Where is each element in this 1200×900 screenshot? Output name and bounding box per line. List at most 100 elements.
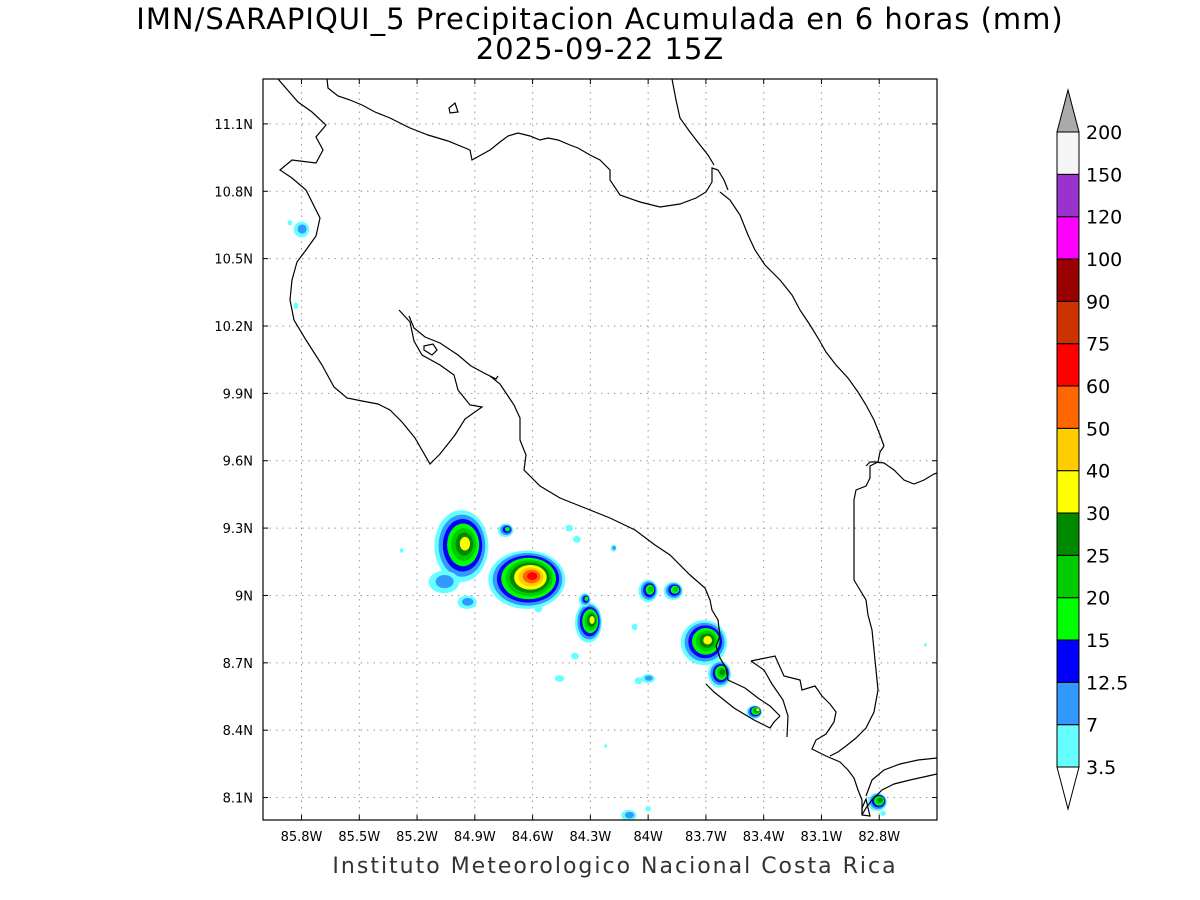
precip-cell	[634, 677, 643, 685]
x-tick-label: 83.4W	[743, 830, 785, 845]
coastline	[719, 191, 885, 447]
y-tick-label: 10.5N	[214, 253, 253, 268]
colorbar-label: 90	[1086, 291, 1110, 313]
colorbar-swatch	[1056, 173, 1080, 218]
precip-contour	[293, 302, 299, 310]
precip-cell	[574, 602, 602, 643]
precip-cell	[434, 510, 489, 582]
precip-contour	[534, 605, 543, 613]
precip-cell	[578, 593, 591, 607]
colorbar-swatch	[1056, 385, 1080, 429]
precip-contour	[571, 652, 579, 660]
precip-cell	[663, 581, 683, 600]
precip-contour	[631, 623, 638, 631]
precip-contour	[634, 677, 643, 685]
colorbar-label: 40	[1086, 461, 1110, 483]
precipitation-field	[287, 220, 927, 820]
colorbar-label: 30	[1086, 503, 1110, 525]
precip-contour	[624, 811, 634, 819]
coastline	[489, 375, 781, 717]
map-frame	[262, 78, 938, 821]
precip-cell	[571, 652, 579, 660]
precip-contour	[604, 744, 608, 748]
colorbar-swatch	[1056, 681, 1080, 726]
precip-cell	[565, 524, 574, 532]
precip-cell	[457, 595, 477, 609]
coastline	[705, 683, 781, 729]
precip-cell	[497, 523, 514, 538]
precip-cell	[880, 810, 886, 816]
precip-cell	[293, 221, 310, 238]
chart-subtitle-date: 2025-09-22 15Z	[475, 32, 725, 66]
y-tick-label: 9.3N	[223, 522, 253, 537]
colorbar-swatch	[1056, 427, 1080, 472]
coastline-outlines	[277, 79, 937, 817]
precip-cell	[488, 550, 566, 609]
colorbar-label: 100	[1086, 249, 1122, 271]
precip-contour	[673, 587, 679, 592]
map-gridlines	[263, 79, 937, 820]
precip-contour	[504, 526, 510, 532]
precip-contour	[644, 675, 653, 681]
coastline	[750, 660, 789, 738]
y-tick-label: 8.1N	[223, 792, 253, 807]
latitude-ticks: 11.1N 10.8N 10.5N 10.2N 9.9N 9.6N 9.3N 9N 8.7N 8.…	[214, 118, 937, 807]
colorbar-label: 50	[1086, 418, 1110, 440]
colorbar-label: 3.5	[1086, 757, 1116, 779]
precip-contour	[435, 575, 454, 589]
precip-cell	[645, 806, 652, 812]
precip-cell	[534, 605, 543, 613]
precip-cell	[631, 623, 638, 631]
precip-contour	[589, 616, 595, 624]
colorbar-top-arrow	[1056, 88, 1080, 133]
x-tick-label: 84.9W	[454, 830, 496, 845]
coastline	[829, 445, 885, 757]
precip-contour	[648, 586, 654, 593]
x-tick-label: 85.2W	[396, 830, 438, 845]
precip-contour	[703, 635, 712, 645]
colorbar-label: 75	[1086, 334, 1110, 356]
chart-title: IMN/SARAPIQUI_5 Precipitacion Acumulada …	[136, 2, 1064, 36]
precip-cell	[287, 220, 293, 226]
footer-credit: Instituto Meteorologico Nacional Costa R…	[332, 854, 898, 879]
colorbar-swatch	[1056, 554, 1080, 599]
colorbar-label: 150	[1086, 164, 1122, 186]
precip-cell	[923, 643, 927, 647]
precip-cell	[293, 302, 299, 310]
coastline	[423, 343, 438, 356]
x-tick-label: 85.5W	[338, 830, 380, 845]
y-tick-label: 11.1N	[214, 118, 253, 133]
x-tick-label: 83.7W	[685, 830, 727, 845]
x-tick-label: 82.8W	[858, 830, 900, 845]
precip-cell	[621, 809, 637, 820]
colorbar-label: 200	[1086, 122, 1122, 144]
precip-cell	[680, 620, 728, 666]
precip-cell	[554, 675, 565, 682]
coastline	[865, 461, 937, 485]
precip-contour	[923, 643, 927, 647]
colorbar-swatch	[1056, 597, 1080, 641]
precip-cell	[638, 579, 658, 603]
precip-cell	[867, 793, 887, 812]
precip-contour	[756, 708, 760, 712]
longitude-ticks: 85.8W 85.5W 85.2W 84.9W 84.6W 84.3W 84W 83.7W 83…	[281, 79, 900, 845]
colorbar-swatch	[1056, 131, 1080, 175]
precip-contour	[719, 669, 725, 675]
precip-contour	[527, 572, 538, 581]
precip-contour	[287, 220, 293, 226]
precip-cell	[604, 744, 608, 748]
y-tick-label: 9.9N	[223, 387, 253, 402]
precip-cell	[610, 544, 617, 552]
colorbar-label: 120	[1086, 207, 1122, 229]
y-tick-label: 10.2N	[214, 320, 253, 335]
x-tick-label: 84.6W	[512, 830, 554, 845]
x-tick-label: 83.1W	[801, 830, 843, 845]
colorbar-swatch	[1056, 343, 1080, 387]
y-tick-label: 10.8N	[214, 185, 253, 200]
colorbar-label: 7	[1086, 715, 1098, 737]
precip-contour	[880, 810, 886, 816]
coastline	[861, 773, 937, 816]
precip-contour	[297, 224, 307, 234]
colorbar-swatch	[1056, 639, 1080, 683]
